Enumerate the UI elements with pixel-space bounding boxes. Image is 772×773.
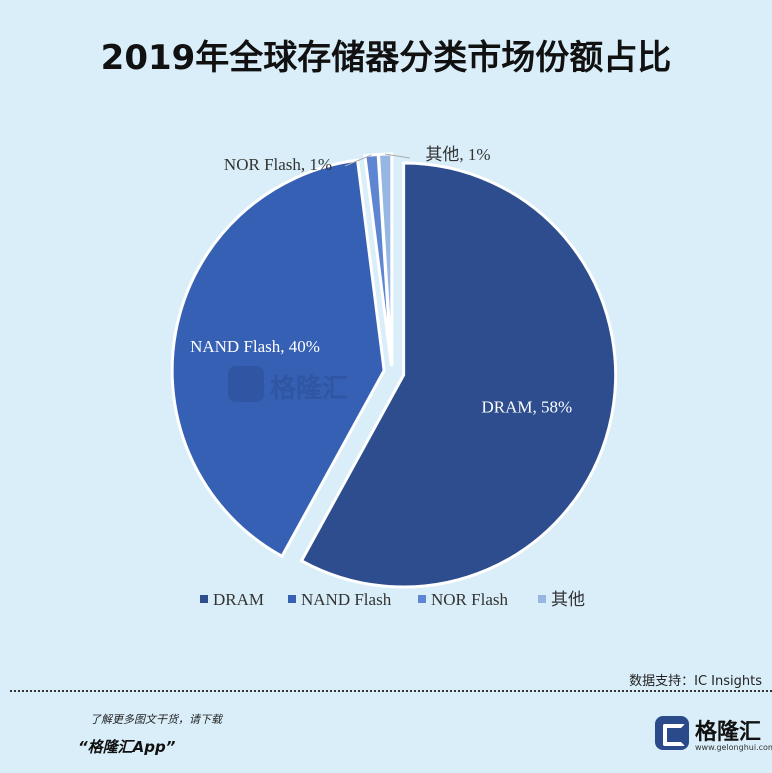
legend-label-nand-flash: NAND Flash bbox=[301, 590, 392, 609]
pie-chart: DRAM, 58% NAND Flash, 40% NOR Flash, 1% 其他,… bbox=[170, 145, 618, 609]
pie-slice-nand-flash bbox=[170, 158, 386, 559]
pie-slice-dram bbox=[299, 161, 618, 589]
logo-url: www.gelonghui.com bbox=[695, 743, 772, 752]
logo-icon bbox=[655, 716, 689, 750]
chart-title: 2019年全球存储器分类市场份额占比 bbox=[100, 38, 672, 78]
promo-text: 了解更多图文干货，请下载 bbox=[90, 713, 222, 726]
data-label-dram: DRAM, 58% bbox=[481, 398, 572, 417]
legend-label-nor-flash: NOR Flash bbox=[431, 590, 508, 609]
brand-logo: 格隆汇 www.gelonghui.com bbox=[655, 712, 772, 760]
data-label-nand-flash: NAND Flash, 40% bbox=[190, 337, 320, 356]
data-label-other: 其他, 1% bbox=[425, 145, 490, 164]
legend-swatch-other bbox=[538, 595, 546, 603]
data-label-nor-flash: NOR Flash, 1% bbox=[224, 155, 332, 174]
logo-text: 格隆汇 bbox=[695, 720, 762, 745]
leader-line-other bbox=[385, 153, 411, 159]
watermark: 格隆汇 bbox=[228, 366, 388, 406]
watermark-text: 格隆汇 bbox=[270, 374, 349, 404]
leader-line-nor-flash bbox=[344, 154, 372, 167]
divider bbox=[10, 690, 772, 692]
watermark-logo-icon bbox=[228, 366, 264, 402]
legend-swatch-dram bbox=[200, 595, 208, 603]
legend-label-dram: DRAM bbox=[213, 590, 264, 609]
legend-label-other: 其他 bbox=[551, 590, 585, 609]
legend-swatch-nand-flash bbox=[288, 595, 296, 603]
source-note: 数据支持：IC Insights bbox=[629, 674, 762, 689]
app-name: “格隆汇App” bbox=[78, 738, 176, 756]
legend-swatch-nor-flash bbox=[418, 595, 426, 603]
